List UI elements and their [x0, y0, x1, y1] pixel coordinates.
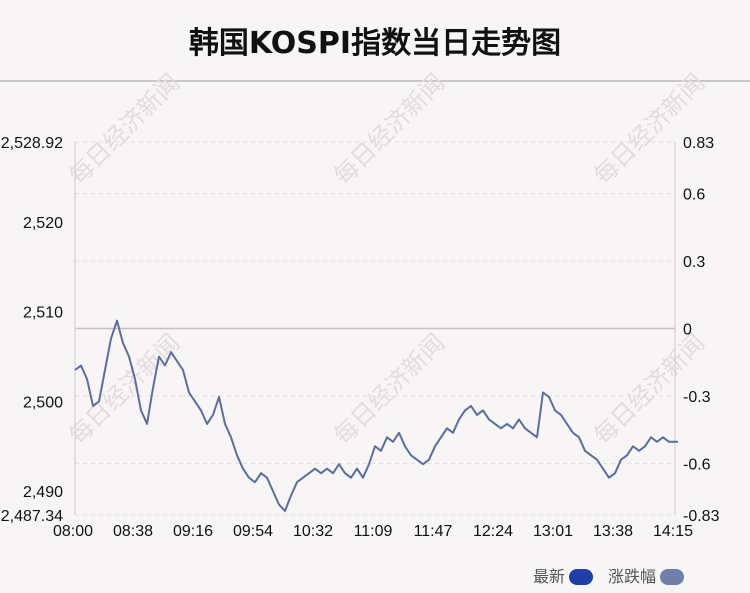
watermark-text: 每日经济新闻 — [329, 329, 451, 451]
right-tick-label: 0.83 — [683, 135, 714, 152]
left-tick-label: 2,528.92 — [1, 135, 63, 152]
x-tick-label: 08:00 — [53, 523, 93, 540]
x-tick-label: 11:47 — [414, 523, 453, 540]
left-tick-label: 2,510 — [23, 305, 63, 322]
x-tick-label: 13:01 — [533, 523, 573, 540]
x-tick-label: 14:15 — [653, 523, 693, 540]
chart-title: 韩国KOSPI指数当日走势图 — [188, 26, 562, 61]
x-tick-label: 09:16 — [173, 523, 213, 540]
right-tick-label: 0.6 — [683, 187, 705, 204]
right-tick-label: 0.3 — [683, 254, 705, 271]
legend-swatch-latest — [569, 569, 594, 585]
title-divider — [0, 80, 750, 82]
left-tick-label: 2,487.34 — [1, 508, 63, 525]
right-tick-label: -0.83 — [683, 508, 720, 525]
right-tick-label: -0.3 — [683, 389, 711, 406]
right-tick-label: -0.6 — [683, 456, 711, 473]
legend-swatch-change — [660, 569, 685, 585]
watermark-text: 每日经济新闻 — [589, 69, 711, 191]
left-tick-label: 2,500 — [23, 394, 63, 411]
x-tick-label: 08:38 — [113, 523, 153, 540]
left-tick-label: 2,490 — [23, 484, 63, 501]
series-layer — [74, 319, 678, 512]
x-tick-label: 13:38 — [593, 523, 633, 540]
left-tick-label: 2,520 — [23, 215, 63, 232]
legend-label-latest: 最新 — [533, 567, 566, 586]
x-tick-label: 12:24 — [473, 523, 513, 540]
legend-item-latest[interactable]: 最新 — [533, 563, 594, 587]
x-tick-label: 09:54 — [233, 523, 273, 540]
watermark-text: 每日经济新闻 — [329, 69, 451, 191]
legend-label-change: 涨跌幅 — [608, 567, 657, 586]
tick-labels: 2,528.92 2,520 2,510 2,500 2,490 2,487.34 0.83… — [1, 135, 720, 540]
x-tick-label: 10:32 — [293, 523, 333, 540]
series-line — [74, 319, 678, 512]
x-tick-label: 11:09 — [354, 523, 393, 540]
legend-item-change[interactable]: 涨跌幅 — [608, 563, 685, 587]
watermark-text: 每日经济新闻 — [64, 69, 186, 191]
right-tick-label: 0 — [683, 322, 692, 339]
